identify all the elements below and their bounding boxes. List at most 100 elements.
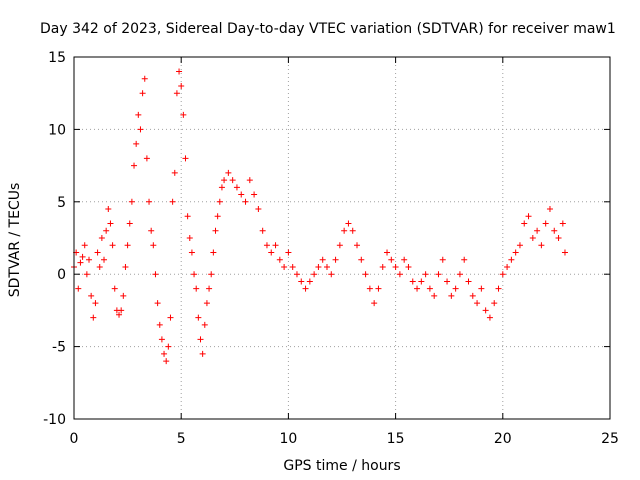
data-point [109, 242, 116, 249]
data-point [508, 256, 515, 263]
data-point [516, 242, 523, 249]
data-point [491, 300, 498, 307]
data-point [486, 314, 493, 321]
data-point [561, 249, 568, 256]
data-point [186, 235, 193, 241]
data-point [384, 249, 391, 256]
y-tick-label: 5 [57, 195, 66, 211]
data-point [197, 336, 204, 343]
data-point [75, 285, 82, 292]
x-tick-label: 15 [387, 431, 405, 447]
data-point [143, 155, 150, 162]
data-point [184, 213, 191, 220]
data-point [379, 263, 386, 270]
data-point [238, 191, 245, 198]
data-point [341, 227, 348, 234]
data-point [193, 285, 200, 292]
data-point [118, 307, 125, 314]
data-point [422, 271, 429, 278]
data-point [362, 271, 369, 278]
data-point [180, 111, 187, 118]
data-point [195, 314, 202, 321]
data-point [431, 292, 438, 299]
data-point [439, 256, 446, 263]
data-point [414, 285, 421, 292]
data-point [263, 242, 270, 249]
data-point [482, 307, 489, 314]
data-point [495, 285, 502, 292]
data-point [246, 177, 253, 184]
data-point [272, 242, 279, 249]
data-points [71, 68, 568, 365]
data-point [141, 75, 148, 82]
data-point [336, 242, 343, 249]
data-point [146, 198, 153, 205]
data-point [298, 278, 305, 285]
data-point [182, 155, 189, 162]
x-tick-label: 25 [601, 431, 619, 447]
data-point [178, 82, 185, 89]
data-point [92, 300, 99, 307]
data-point [315, 263, 322, 270]
y-tick-label: -5 [52, 340, 66, 356]
y-axis-title: SDTVAR / TECUs [7, 183, 23, 298]
data-point [448, 292, 455, 299]
data-point [148, 227, 155, 234]
data-point [293, 271, 300, 278]
data-point [214, 213, 221, 220]
data-point [105, 206, 112, 213]
data-point [281, 263, 288, 270]
data-point [201, 321, 208, 328]
data-point [358, 256, 365, 263]
data-point [191, 271, 198, 278]
data-point [469, 292, 476, 299]
data-point [465, 278, 472, 285]
data-point [133, 140, 140, 147]
x-tick-label: 10 [279, 431, 297, 447]
data-point [131, 162, 138, 169]
data-point [126, 220, 133, 227]
data-point [188, 249, 195, 256]
data-point [79, 253, 86, 260]
data-point [345, 220, 352, 227]
data-point [401, 256, 408, 263]
data-point [218, 184, 225, 191]
data-point [229, 177, 236, 184]
data-point [538, 242, 545, 249]
data-point [156, 321, 163, 328]
data-point [150, 242, 157, 249]
x-axis-title: GPS time / hours [283, 458, 400, 474]
tick-labels: 0 5 10 15 20 25 -10 -5 0 5 10 15 [43, 50, 619, 447]
data-point [276, 256, 283, 263]
data-point [259, 227, 266, 234]
data-point [139, 90, 146, 97]
y-tick-label: -10 [43, 412, 66, 428]
data-point [116, 311, 123, 318]
data-point [225, 169, 232, 176]
data-point [461, 256, 468, 263]
data-point [452, 285, 459, 292]
data-point [474, 300, 481, 307]
data-point [161, 350, 168, 357]
data-point [152, 271, 159, 278]
data-point [216, 198, 223, 205]
data-point [137, 126, 144, 133]
data-point [135, 111, 142, 118]
data-point [98, 235, 105, 241]
chart-title: Day 342 of 2023, Sidereal Day-to-day VTE… [40, 21, 616, 37]
data-point [289, 263, 296, 270]
data-point [210, 249, 217, 256]
data-point [251, 191, 258, 198]
data-point [551, 227, 558, 234]
data-point [124, 242, 131, 249]
data-point [306, 278, 313, 285]
x-tick-label: 0 [70, 431, 79, 447]
data-point [349, 227, 356, 234]
data-point [165, 343, 172, 350]
data-point [392, 263, 399, 270]
data-point [542, 220, 549, 227]
data-point [154, 300, 161, 307]
data-point [203, 300, 210, 307]
data-point [101, 256, 108, 263]
